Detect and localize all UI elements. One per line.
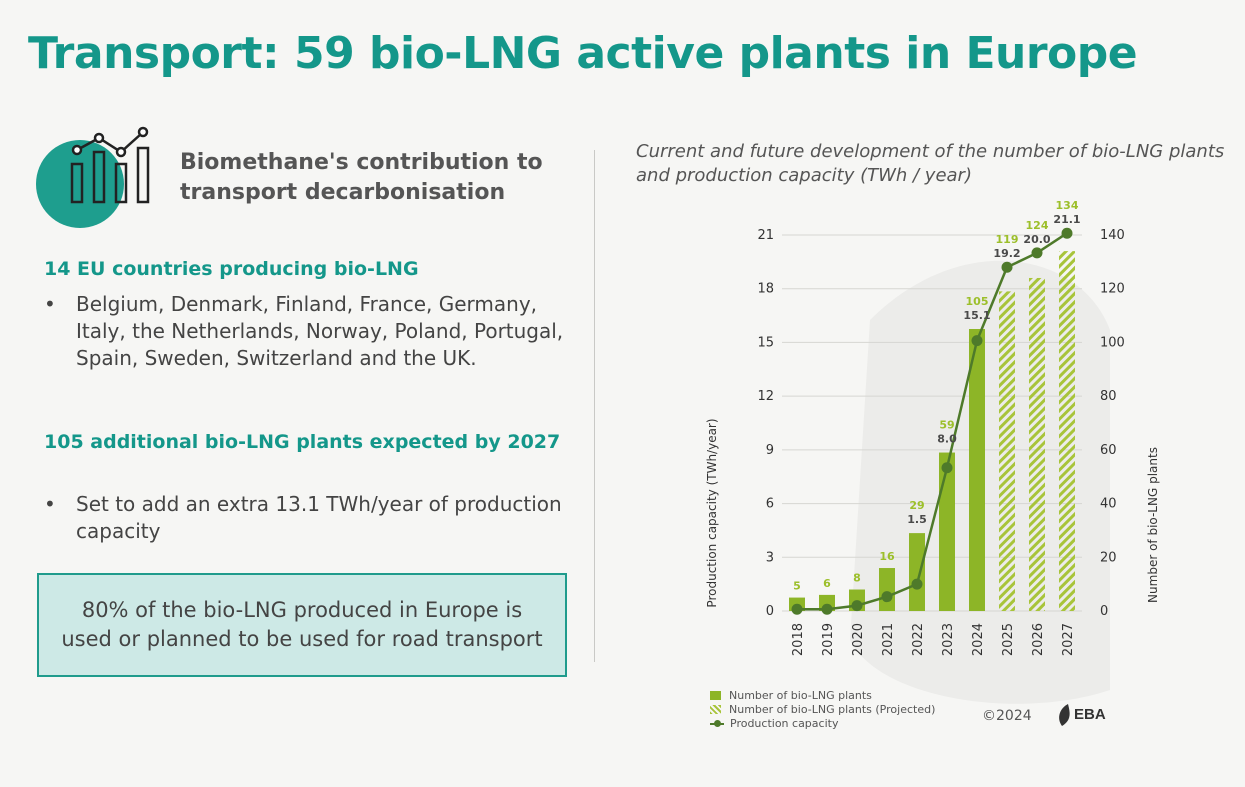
- bar-data-label: 134: [1056, 199, 1079, 212]
- y-right-tick-label: 60: [1100, 443, 1117, 458]
- y-left-tick-label: 18: [757, 282, 774, 297]
- y-right-tick-label: 40: [1100, 497, 1117, 512]
- bar: [939, 452, 955, 611]
- svg-text:EBA: EBA: [1074, 706, 1106, 723]
- y-left-axis-title: Production capacity (TWh/year): [705, 418, 719, 607]
- capacity-marker: [941, 462, 953, 474]
- bullet-countries: • Belgium, Denmark, Finland, France, Ger…: [44, 291, 564, 372]
- x-tick-label: 2026: [1031, 623, 1046, 656]
- legend-item-plants: Number of bio-LNG plants: [710, 688, 935, 702]
- capacity-data-label: 19.2: [993, 247, 1020, 260]
- x-tick-label: 2018: [791, 623, 806, 656]
- bar: [969, 329, 985, 611]
- bar-data-label: 124: [1026, 219, 1049, 232]
- section-heading-additional-plants: 105 additional bio-LNG plants expected b…: [44, 431, 561, 453]
- legend-item-capacity: Production capacity: [710, 716, 935, 730]
- subheading: Biomethane's contribution to transport d…: [180, 150, 543, 205]
- legend-item-projected: Number of bio-LNG plants (Projected): [710, 702, 935, 716]
- y-left-tick-label: 0: [766, 604, 774, 619]
- capacity-data-label: 1.5: [907, 513, 927, 526]
- chart-legend: Number of bio-LNG plants Number of bio-L…: [710, 688, 935, 730]
- y-right-tick-label: 20: [1100, 550, 1117, 565]
- x-tick-label: 2027: [1061, 623, 1076, 656]
- capacity-marker: [1001, 261, 1013, 273]
- bar-projected: [1029, 277, 1045, 611]
- y-right-tick-label: 140: [1100, 228, 1125, 243]
- page-title: Transport: 59 bio-LNG active plants in E…: [28, 28, 1138, 79]
- y-left-tick-label: 6: [766, 497, 774, 512]
- legend-label: Production capacity: [730, 716, 839, 730]
- bar: [879, 568, 895, 611]
- bar-projected: [1059, 251, 1075, 611]
- y-left-tick-label: 12: [757, 389, 774, 404]
- bar-chart-icon: [70, 126, 150, 204]
- y-right-tick-label: 80: [1100, 389, 1117, 404]
- capacity-marker: [911, 578, 923, 590]
- capacity-data-label: 8.0: [937, 433, 957, 446]
- bar-data-label: 29: [909, 499, 924, 512]
- bar-data-label: 16: [879, 550, 895, 563]
- capacity-marker: [881, 591, 893, 603]
- capacity-data-label: 21.1: [1053, 213, 1080, 226]
- bullet-dot: •: [44, 492, 56, 516]
- y-right-tick-label: 100: [1100, 335, 1125, 350]
- capacity-marker: [851, 600, 863, 612]
- y-right-tick-label: 0: [1100, 604, 1108, 619]
- callout-text: 80% of the bio-LNG produced in Europe is…: [61, 598, 543, 651]
- bar-data-label: 6: [823, 577, 831, 590]
- chart-growth-icon: [36, 122, 166, 228]
- legend-label: Number of bio-LNG plants (Projected): [729, 702, 936, 716]
- section-heading-countries: 14 EU countries producing bio-LNG: [44, 258, 419, 280]
- bar: [909, 533, 925, 611]
- capacity-data-label: 15.1: [963, 309, 990, 322]
- capacity-marker: [1061, 227, 1073, 239]
- icon-circle: [36, 140, 124, 228]
- y-left-tick-label: 21: [757, 228, 774, 243]
- capacity-marker: [971, 335, 983, 347]
- capacity-data-label: 20.0: [1023, 233, 1050, 246]
- x-tick-label: 2020: [851, 623, 866, 656]
- x-tick-label: 2024: [971, 623, 986, 656]
- callout-box: 80% of the bio-LNG produced in Europe is…: [37, 573, 567, 677]
- capacity-marker: [1031, 247, 1043, 259]
- legend-swatch-hatched: [710, 704, 721, 714]
- bullet-capacity: • Set to add an extra 13.1 TWh/year of p…: [44, 491, 564, 545]
- bullet-capacity-text: Set to add an extra 13.1 TWh/year of pro…: [76, 492, 562, 543]
- bullet-countries-text: Belgium, Denmark, Finland, France, Germa…: [76, 292, 564, 370]
- y-right-axis-title: Number of bio-LNG plants: [1146, 447, 1160, 603]
- bar-data-label: 8: [853, 572, 861, 585]
- y-left-tick-label: 3: [766, 550, 774, 565]
- bar-data-label: 119: [996, 233, 1019, 246]
- bar-data-label: 59: [939, 419, 954, 432]
- bar-data-label: 5: [793, 580, 801, 593]
- x-tick-label: 2025: [1001, 623, 1016, 656]
- capacity-marker: [821, 603, 833, 615]
- chart-caption: Current and future development of the nu…: [636, 141, 1225, 186]
- copyright: ©2024: [982, 708, 1032, 724]
- legend-swatch-bar: [710, 690, 721, 700]
- bar-data-label: 105: [966, 295, 989, 308]
- legend-label: Number of bio-LNG plants: [729, 688, 872, 702]
- x-tick-label: 2021: [881, 623, 896, 656]
- y-right-tick-label: 120: [1100, 282, 1125, 297]
- bullet-dot: •: [44, 292, 56, 316]
- legend-swatch-line: [710, 719, 724, 728]
- eba-logo: EBA: [1059, 704, 1106, 726]
- x-tick-label: 2023: [941, 623, 956, 656]
- x-tick-label: 2022: [911, 623, 926, 656]
- vertical-divider: [594, 150, 595, 662]
- y-left-tick-label: 15: [757, 335, 774, 350]
- y-left-tick-label: 9: [766, 443, 774, 458]
- capacity-marker: [791, 603, 803, 615]
- bar-projected: [999, 291, 1015, 611]
- capacity-line: [797, 232, 1068, 611]
- x-tick-label: 2019: [821, 623, 836, 656]
